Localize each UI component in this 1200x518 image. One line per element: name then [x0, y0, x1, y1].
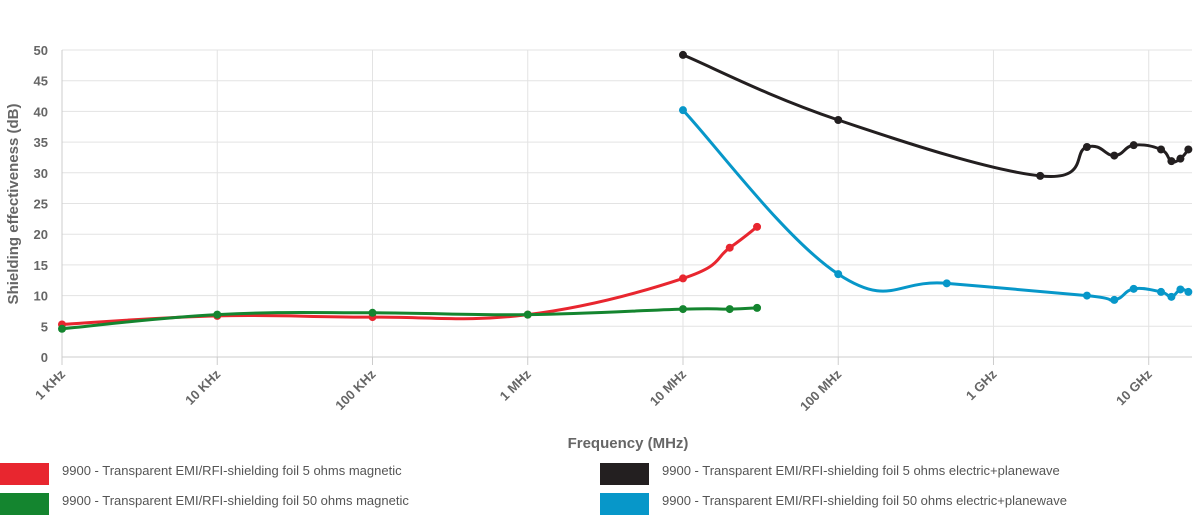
legend-swatch	[0, 493, 49, 515]
y-tick-label: 30	[34, 166, 48, 181]
legend-swatch	[600, 463, 649, 485]
y-tick-label: 5	[41, 319, 48, 334]
point	[1167, 292, 1176, 301]
y-tick-label: 40	[34, 104, 48, 119]
y-axis-title: Shielding effectiveness (dB)	[5, 104, 22, 305]
point	[834, 115, 843, 124]
y-tick-label: 50	[34, 43, 48, 58]
point	[678, 50, 687, 59]
point	[1184, 287, 1193, 296]
x-tick-label: 1 KHz	[32, 366, 68, 402]
legend-label: 9900 - Transparent EMI/RFI-shielding foi…	[662, 493, 1067, 508]
x-tick-label: 1 GHz	[963, 366, 1000, 403]
point	[1110, 151, 1119, 160]
point	[1176, 154, 1185, 163]
legend-label: 9900 - Transparent EMI/RFI-shielding foi…	[662, 463, 1060, 478]
point	[834, 270, 843, 279]
y-tick-label: 15	[34, 258, 48, 273]
point	[725, 243, 734, 252]
point	[1157, 145, 1166, 154]
point	[213, 310, 222, 319]
x-axis-title: Frequency (MHz)	[568, 435, 689, 452]
point	[1129, 141, 1138, 150]
point	[523, 310, 532, 319]
point	[942, 279, 951, 288]
point	[1167, 157, 1176, 166]
legend-swatch	[0, 463, 49, 485]
point	[1036, 171, 1045, 180]
point	[1184, 145, 1193, 154]
point	[1176, 285, 1185, 294]
point	[753, 222, 762, 231]
point	[1082, 143, 1091, 152]
legend-label: 9900 - Transparent EMI/RFI-shielding foi…	[62, 493, 409, 508]
point	[678, 106, 687, 115]
point	[58, 324, 66, 333]
legend-label: 9900 - Transparent EMI/RFI-shielding foi…	[62, 463, 402, 478]
x-tick-label: 10 MHz	[647, 366, 690, 409]
point	[678, 274, 687, 283]
y-tick-label: 35	[34, 135, 48, 150]
point	[725, 305, 734, 314]
x-tick-label: 100 KHz	[332, 366, 379, 413]
point	[368, 308, 377, 317]
y-tick-label: 0	[41, 350, 48, 365]
legend-swatch	[600, 493, 649, 515]
point	[678, 305, 687, 314]
x-tick-label: 100 MHz	[797, 366, 845, 414]
point	[753, 303, 762, 312]
y-tick-label: 25	[34, 197, 48, 212]
line	[681, 109, 1189, 302]
y-tick-label: 45	[34, 74, 48, 89]
point	[1110, 295, 1119, 304]
point	[1129, 284, 1138, 293]
x-tick-label: 10 KHz	[182, 366, 224, 408]
y-tick-label: 20	[34, 227, 48, 242]
point	[1082, 291, 1091, 300]
x-tick-label: 10 GHz	[1113, 366, 1155, 408]
point	[1157, 287, 1166, 296]
line	[61, 306, 758, 331]
x-tick-label: 1 MHz	[497, 366, 535, 404]
y-tick-label: 10	[34, 289, 48, 304]
